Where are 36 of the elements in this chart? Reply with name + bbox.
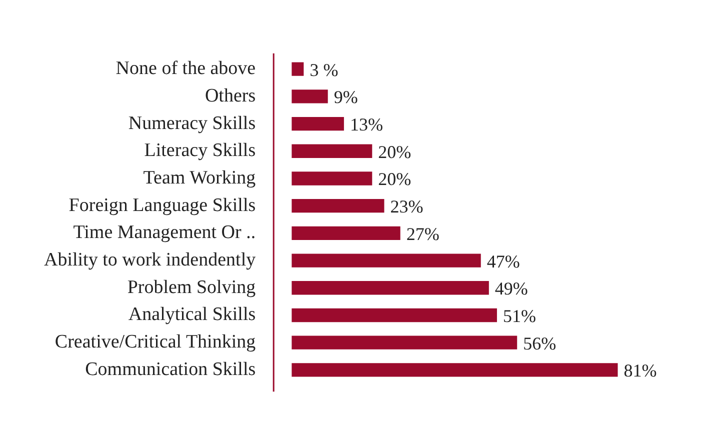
- bar: [292, 226, 400, 240]
- bar: [292, 116, 344, 131]
- bar: [292, 62, 304, 76]
- data-label: 9%: [334, 87, 358, 108]
- bar: [292, 254, 481, 268]
- y-tick-label: Time Management Or ..: [73, 222, 256, 244]
- bar: [292, 281, 489, 295]
- y-tick-label: None of the above: [116, 58, 256, 80]
- data-label: 20%: [378, 142, 412, 162]
- y-tick-label: Problem Solving: [127, 276, 256, 298]
- data-label: 81%: [624, 360, 657, 381]
- data-label: 3 %: [310, 60, 338, 80]
- y-tick-label: Literacy Skills: [144, 140, 256, 162]
- data-label: 23%: [390, 196, 424, 217]
- bar: [292, 198, 384, 213]
- bar: [292, 90, 328, 104]
- bar: [292, 144, 372, 158]
- y-tick-label: Foreign Language Skills: [68, 194, 256, 216]
- data-label: 47%: [486, 251, 520, 272]
- y-tick-label: Communication Skills: [85, 358, 256, 380]
- data-label: 20%: [378, 169, 412, 190]
- data-label: 49%: [494, 278, 528, 299]
- data-label: 56%: [523, 333, 556, 354]
- bar: [292, 172, 372, 186]
- y-tick-label: Creative/Critical Thinking: [54, 332, 256, 353]
- y-tick-label: Numeracy Skills: [128, 112, 256, 134]
- y-tick-label: Team Working: [143, 167, 256, 188]
- y-tick-label: Analytical Skills: [128, 304, 256, 326]
- y-tick-label: Ability to work indendently: [44, 250, 256, 271]
- data-label: 13%: [350, 114, 383, 135]
- data-label: 51%: [502, 306, 536, 326]
- bar: [292, 308, 497, 322]
- data-label: 27%: [406, 224, 440, 244]
- y-tick-label: Others: [204, 85, 256, 106]
- bar: [292, 363, 618, 377]
- bar: [292, 336, 518, 350]
